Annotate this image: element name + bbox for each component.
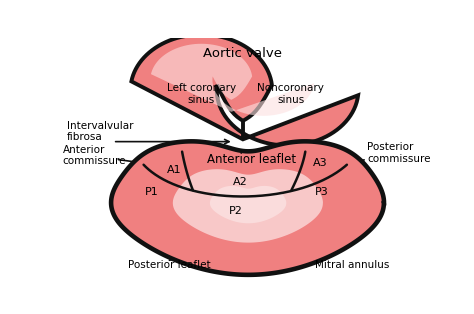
Text: Mitral annulus: Mitral annulus [315, 260, 389, 270]
Text: Anterior leaflet: Anterior leaflet [207, 153, 296, 166]
Text: P1: P1 [145, 187, 158, 197]
Text: Anterior
commissure: Anterior commissure [63, 145, 126, 166]
Text: Intervalvular
fibrosa: Intervalvular fibrosa [66, 121, 133, 143]
Polygon shape [111, 141, 384, 275]
Text: Noncoronary
sinus: Noncoronary sinus [257, 83, 324, 105]
Text: P3: P3 [315, 187, 329, 197]
Text: Posterior leaflet: Posterior leaflet [128, 260, 211, 270]
Text: Left coronary
sinus: Left coronary sinus [167, 83, 236, 105]
Polygon shape [131, 35, 358, 145]
Text: Aortic valve: Aortic valve [203, 47, 283, 60]
Polygon shape [151, 44, 314, 116]
Polygon shape [173, 169, 323, 243]
Text: Posterior
commissure: Posterior commissure [367, 142, 430, 164]
Polygon shape [210, 186, 286, 223]
Text: P2: P2 [229, 206, 243, 216]
Text: A3: A3 [313, 158, 328, 168]
Text: A2: A2 [232, 177, 247, 187]
Text: A1: A1 [167, 165, 182, 175]
